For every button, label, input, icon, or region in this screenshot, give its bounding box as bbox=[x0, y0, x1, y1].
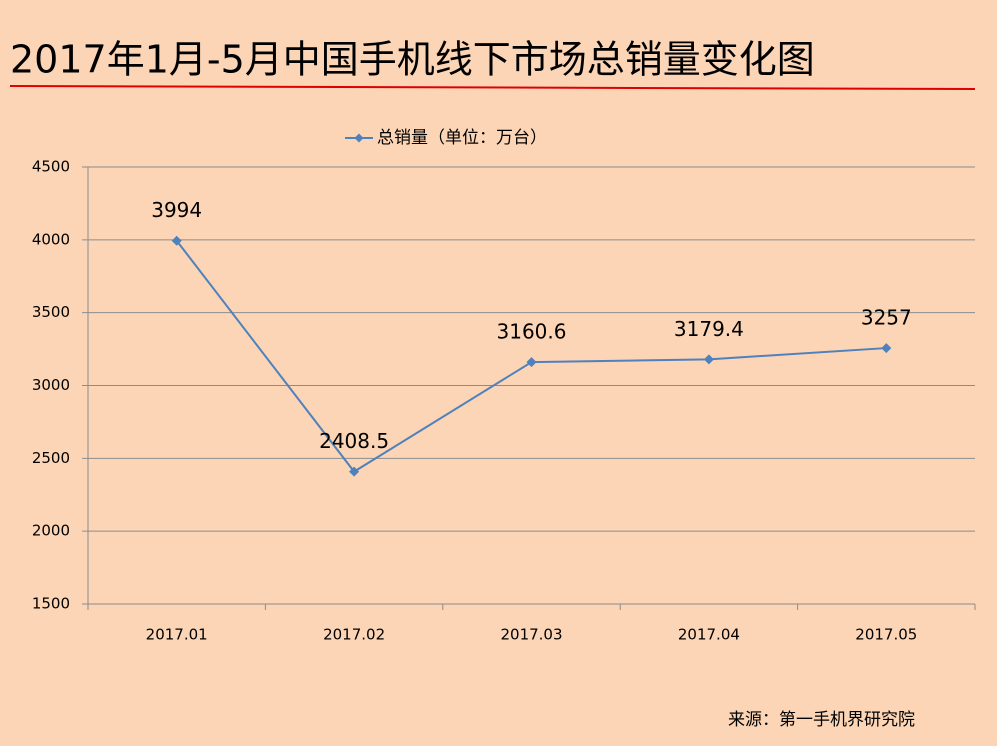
data-label: 3257 bbox=[861, 306, 912, 330]
data-label: 2408.5 bbox=[319, 429, 389, 453]
x-tick-label: 2017.02 bbox=[323, 626, 385, 644]
x-tick-label: 2017.05 bbox=[855, 626, 917, 644]
data-label: 3160.6 bbox=[497, 320, 567, 344]
data-point bbox=[349, 466, 360, 477]
y-tick-label: 1500 bbox=[32, 595, 70, 613]
y-tick-label: 3000 bbox=[32, 376, 70, 394]
data-label: 3994 bbox=[151, 198, 202, 222]
y-tick-label: 2000 bbox=[32, 522, 70, 540]
data-point bbox=[526, 357, 537, 368]
source-note: 来源：第一手机界研究院 bbox=[728, 710, 915, 730]
legend-marker bbox=[354, 133, 364, 143]
chart-title: 2017年1月-5月中国手机线下市场总销量变化图 bbox=[10, 38, 815, 82]
y-tick-label: 3500 bbox=[32, 303, 70, 321]
data-point bbox=[171, 235, 182, 246]
data-point bbox=[703, 354, 714, 365]
data-label: 3179.4 bbox=[674, 317, 744, 341]
x-tick-label: 2017.01 bbox=[146, 626, 208, 644]
y-tick-label: 2500 bbox=[32, 449, 70, 467]
x-tick-label: 2017.03 bbox=[500, 626, 562, 644]
y-tick-label: 4500 bbox=[32, 158, 70, 176]
y-tick-label: 4000 bbox=[32, 230, 70, 248]
data-point bbox=[881, 343, 892, 354]
legend-label: 总销量（单位：万台） bbox=[377, 128, 547, 148]
x-tick-label: 2017.04 bbox=[678, 626, 740, 644]
title-underline bbox=[9, 85, 976, 90]
